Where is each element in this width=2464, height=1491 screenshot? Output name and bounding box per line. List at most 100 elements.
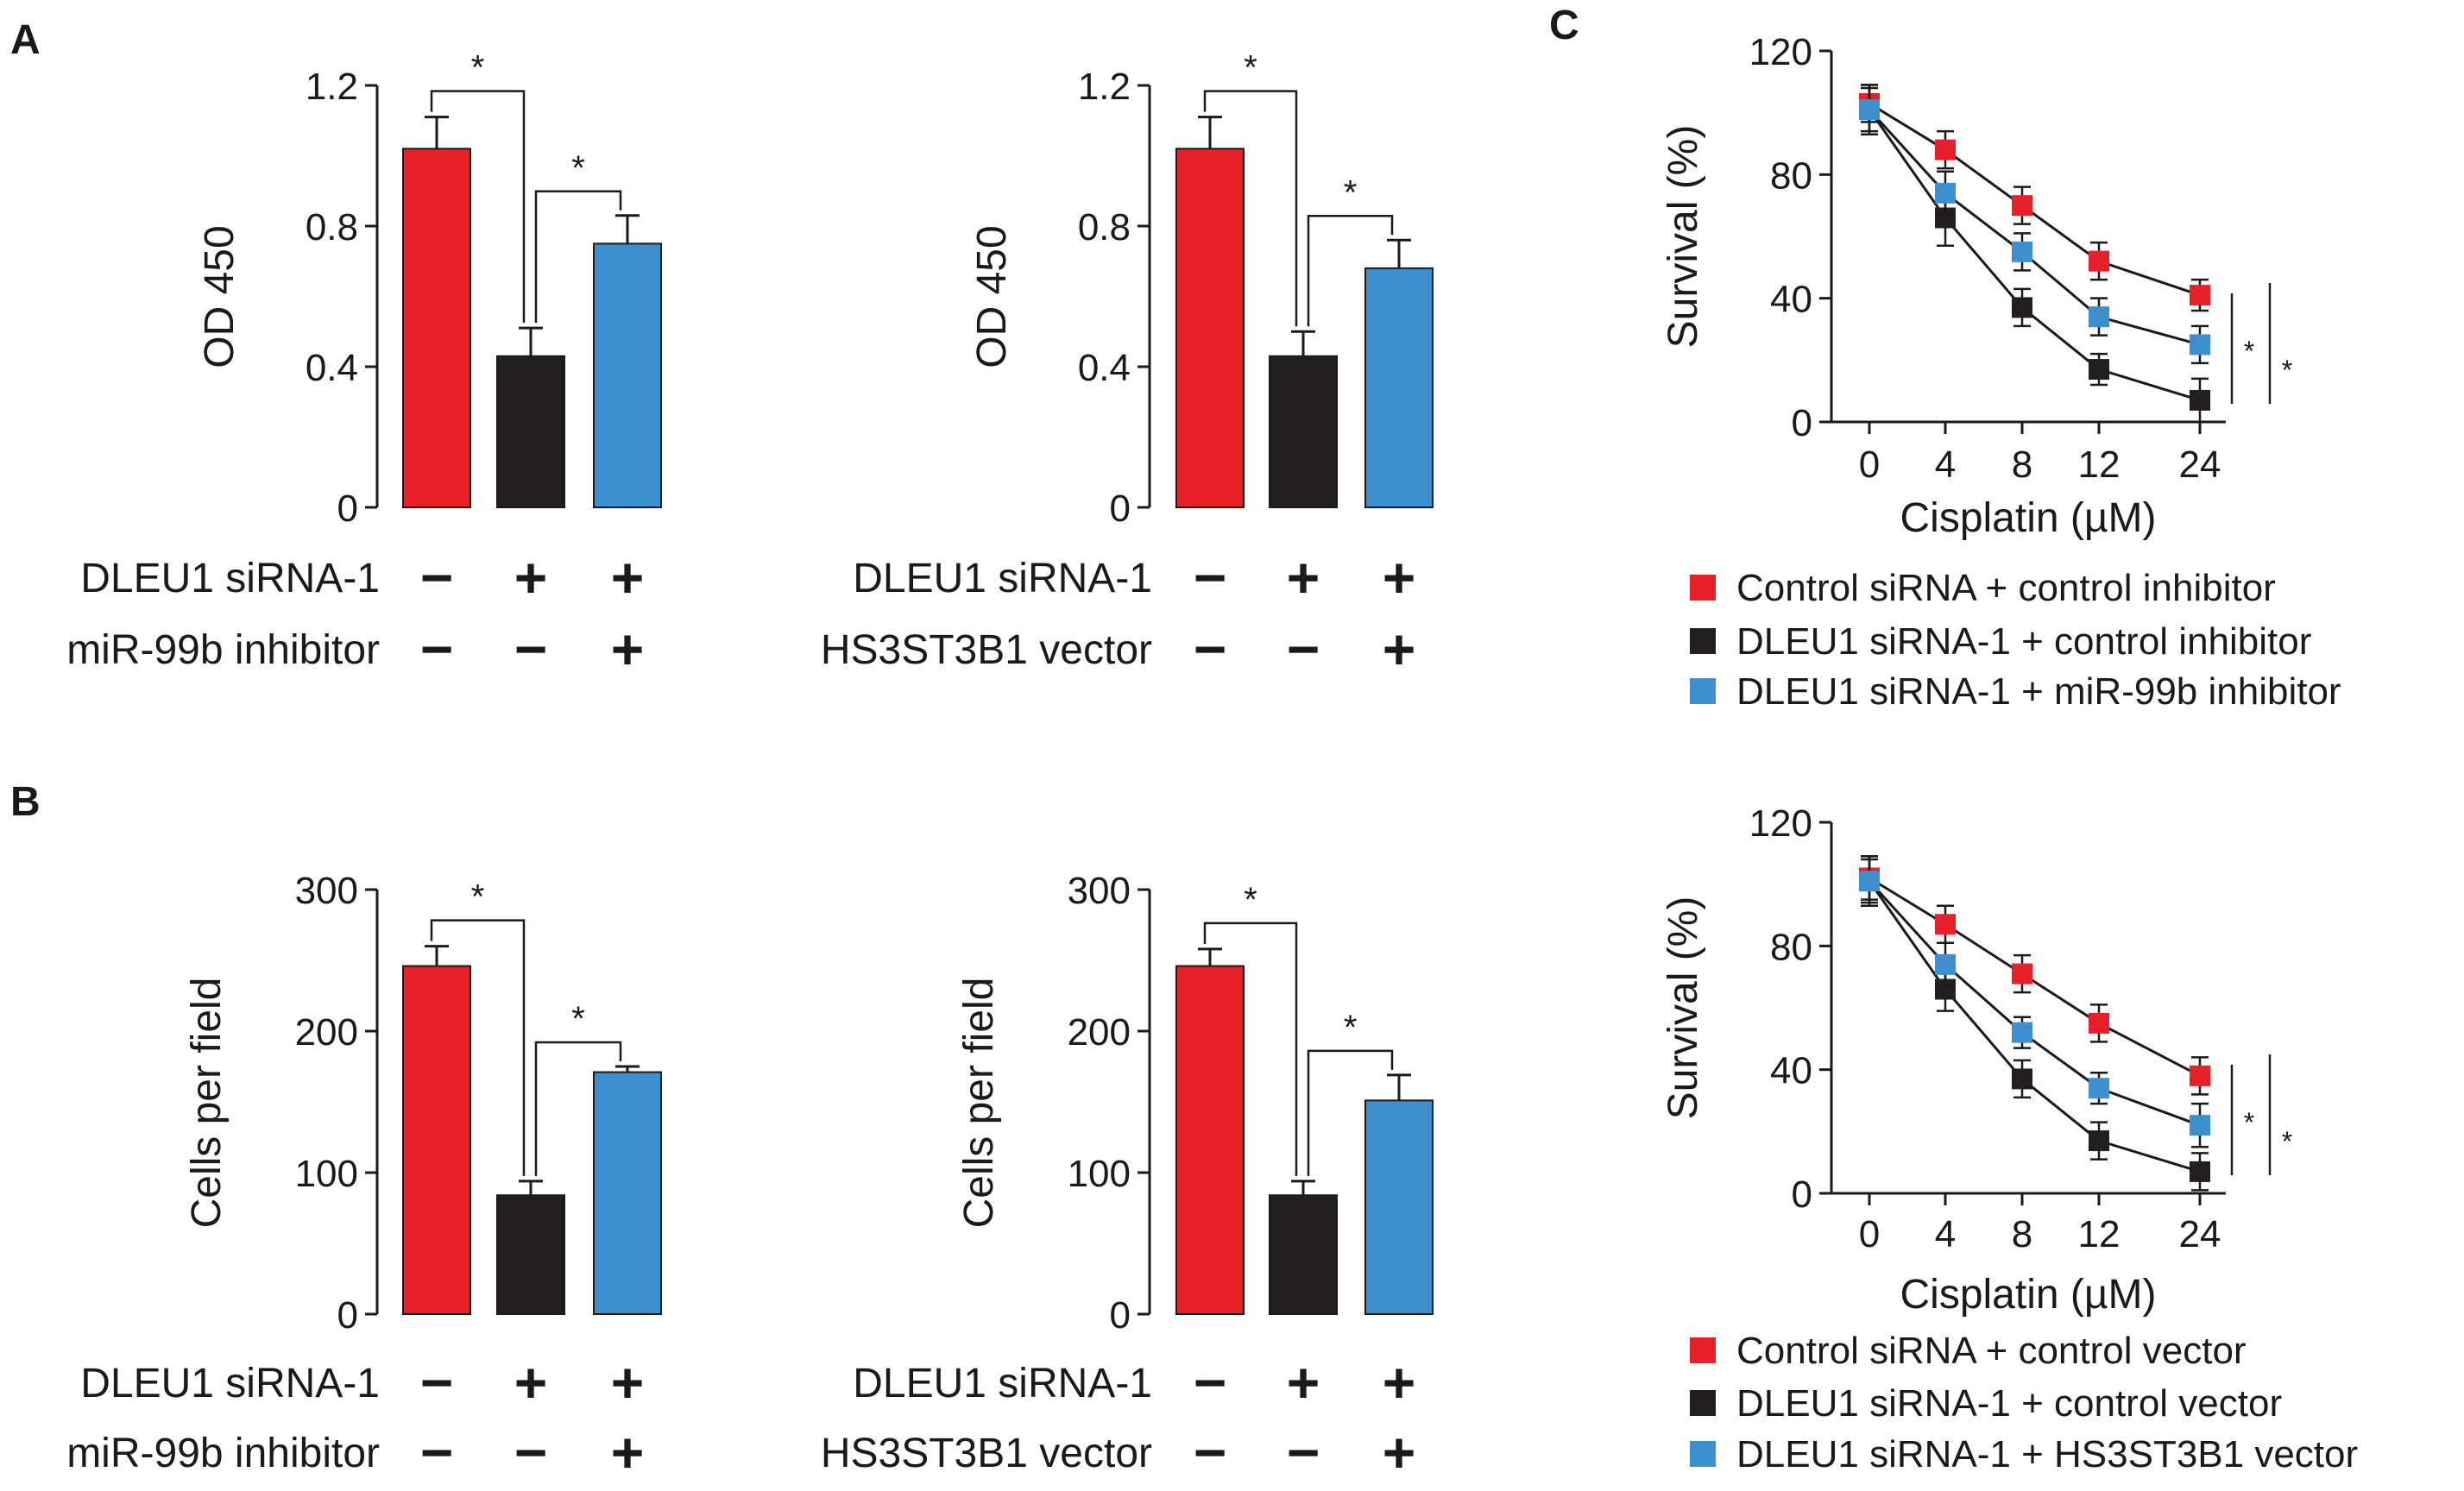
significance-star: * xyxy=(2282,355,2292,386)
significance-bracket xyxy=(534,190,622,324)
series-line xyxy=(1868,880,2201,1173)
legend-entry: Control siRNA + control inhibitor xyxy=(1736,567,2276,609)
y-axis-label: Survival (%) xyxy=(1661,125,1706,349)
plus-sign: + xyxy=(514,545,548,609)
data-point xyxy=(2190,389,2210,411)
data-point xyxy=(1935,914,1956,935)
legend-swatch xyxy=(1690,1390,1716,1416)
significance-star: * xyxy=(1344,1009,1358,1047)
y-axis-label: OD 450 xyxy=(969,225,1015,368)
minus-sign: − xyxy=(420,545,454,609)
x-tick-label: 0 xyxy=(1859,1213,1880,1255)
data-point xyxy=(2012,1022,2032,1043)
plus-sign: + xyxy=(611,1350,645,1414)
bar xyxy=(402,148,471,508)
plus-sign: + xyxy=(514,1350,548,1414)
significance-star: * xyxy=(1344,173,1358,211)
data-point xyxy=(2190,334,2210,355)
y-tick-label: 300 xyxy=(295,870,358,912)
data-point xyxy=(2089,1012,2109,1034)
legend-swatch xyxy=(1690,575,1716,601)
line-chart-c2: 0 40 80 120 0 4 8 12 24 Survival (%) Cisplatin (µM… xyxy=(1661,802,2358,1475)
bar xyxy=(1269,1194,1338,1315)
minus-sign: − xyxy=(514,617,548,681)
data-point xyxy=(2012,963,2032,985)
data-point xyxy=(2190,1115,2210,1136)
data-point xyxy=(1859,99,1880,121)
legend-entry: DLEU1 siRNA-1 + control inhibitor xyxy=(1736,620,2311,663)
bar xyxy=(496,355,565,508)
line-chart-c1: 0 40 80 120 0 4 8 12 24 Survival (%) Cisplatin (µM… xyxy=(1661,31,2341,713)
significance-star: * xyxy=(471,878,485,916)
significance-star: * xyxy=(571,1000,585,1038)
y-tick-label: 0.4 xyxy=(1078,347,1131,389)
y-tick-label: 40 xyxy=(1770,279,1812,321)
plus-sign: + xyxy=(1383,545,1416,609)
legend-swatch xyxy=(1690,678,1716,704)
minus-sign: − xyxy=(420,1420,454,1484)
y-tick-label: 1.2 xyxy=(306,66,358,108)
legend-entry: Control siRNA + control vector xyxy=(1736,1330,2247,1372)
data-point xyxy=(2089,306,2109,328)
significance-bracket xyxy=(1203,922,1298,1176)
charts-layer: 00.40.81.2OD 450**DLEU1 siRNA-1− + +miR-99… xyxy=(66,31,2358,1484)
significance-star: * xyxy=(2244,1107,2254,1138)
condition-row-label: HS3ST3B1 vector xyxy=(821,1431,1152,1476)
data-point xyxy=(2012,1068,2032,1090)
plus-sign: + xyxy=(1383,1420,1416,1484)
x-tick-label: 24 xyxy=(2179,444,2221,486)
minus-sign: − xyxy=(1194,1420,1227,1484)
panel-label-b: B xyxy=(10,779,41,825)
y-tick-label: 300 xyxy=(1068,870,1131,912)
y-tick-label: 1.2 xyxy=(1078,66,1131,108)
data-point xyxy=(2190,1161,2210,1182)
y-tick-label: 100 xyxy=(1068,1153,1131,1195)
minus-sign: − xyxy=(1194,545,1227,609)
legend-swatch xyxy=(1690,1337,1716,1363)
condition-row-label: DLEU1 siRNA-1 xyxy=(853,556,1152,601)
significance-bracket xyxy=(1203,90,1298,327)
plus-sign: + xyxy=(611,1420,645,1484)
y-axis-label: Survival (%) xyxy=(1661,896,1706,1120)
legend-swatch xyxy=(1690,1441,1716,1467)
significance-bracket xyxy=(1307,215,1394,327)
plus-sign: + xyxy=(1287,1350,1320,1414)
condition-row-label: DLEU1 siRNA-1 xyxy=(80,1361,380,1406)
bar xyxy=(1175,148,1245,508)
y-tick-label: 0 xyxy=(1110,1294,1131,1337)
significance-star: * xyxy=(2244,336,2254,367)
series-line xyxy=(1868,877,2201,1078)
x-tick-label: 4 xyxy=(1935,1213,1956,1255)
data-point xyxy=(2089,359,2109,381)
y-tick-label: 0 xyxy=(1792,402,1812,444)
condition-row-label: DLEU1 siRNA-1 xyxy=(80,556,380,601)
bar-chart-b2: 0 100 200 300 Cells per field * * DLEU1 siRNA-1… xyxy=(821,870,1434,1484)
significance-bracket xyxy=(430,919,526,1176)
bar xyxy=(496,1194,565,1315)
x-axis-label: Cisplatin (µM) xyxy=(1900,495,2156,541)
x-tick-label: 8 xyxy=(2012,444,2032,486)
legend-swatch xyxy=(1690,628,1716,654)
bar xyxy=(402,965,471,1316)
y-tick-label: 40 xyxy=(1770,1050,1812,1092)
data-point xyxy=(1935,182,1956,204)
significance-star: * xyxy=(471,49,485,87)
condition-row-label: miR-99b inhibitor xyxy=(66,1431,380,1476)
condition-row-label: miR-99b inhibitor xyxy=(66,627,380,673)
plus-sign: + xyxy=(1383,617,1416,681)
y-tick-label: 100 xyxy=(295,1153,358,1195)
bar xyxy=(593,1071,662,1316)
bar xyxy=(1269,355,1338,508)
series-line xyxy=(1868,109,2201,346)
x-axis-label: Cisplatin (µM) xyxy=(1900,1272,2156,1318)
bar xyxy=(1364,1099,1434,1315)
panel-label-a: A xyxy=(10,17,41,63)
condition-row-label: HS3ST3B1 vector xyxy=(821,627,1152,673)
y-tick-label: 0.8 xyxy=(1078,206,1131,248)
significance-star: * xyxy=(1244,49,1257,87)
significance-bracket xyxy=(534,1041,622,1176)
condition-row-label: DLEU1 siRNA-1 xyxy=(853,1361,1152,1406)
minus-sign: − xyxy=(1194,1350,1227,1414)
minus-sign: − xyxy=(420,617,454,681)
y-tick-label: 0.4 xyxy=(306,347,358,389)
